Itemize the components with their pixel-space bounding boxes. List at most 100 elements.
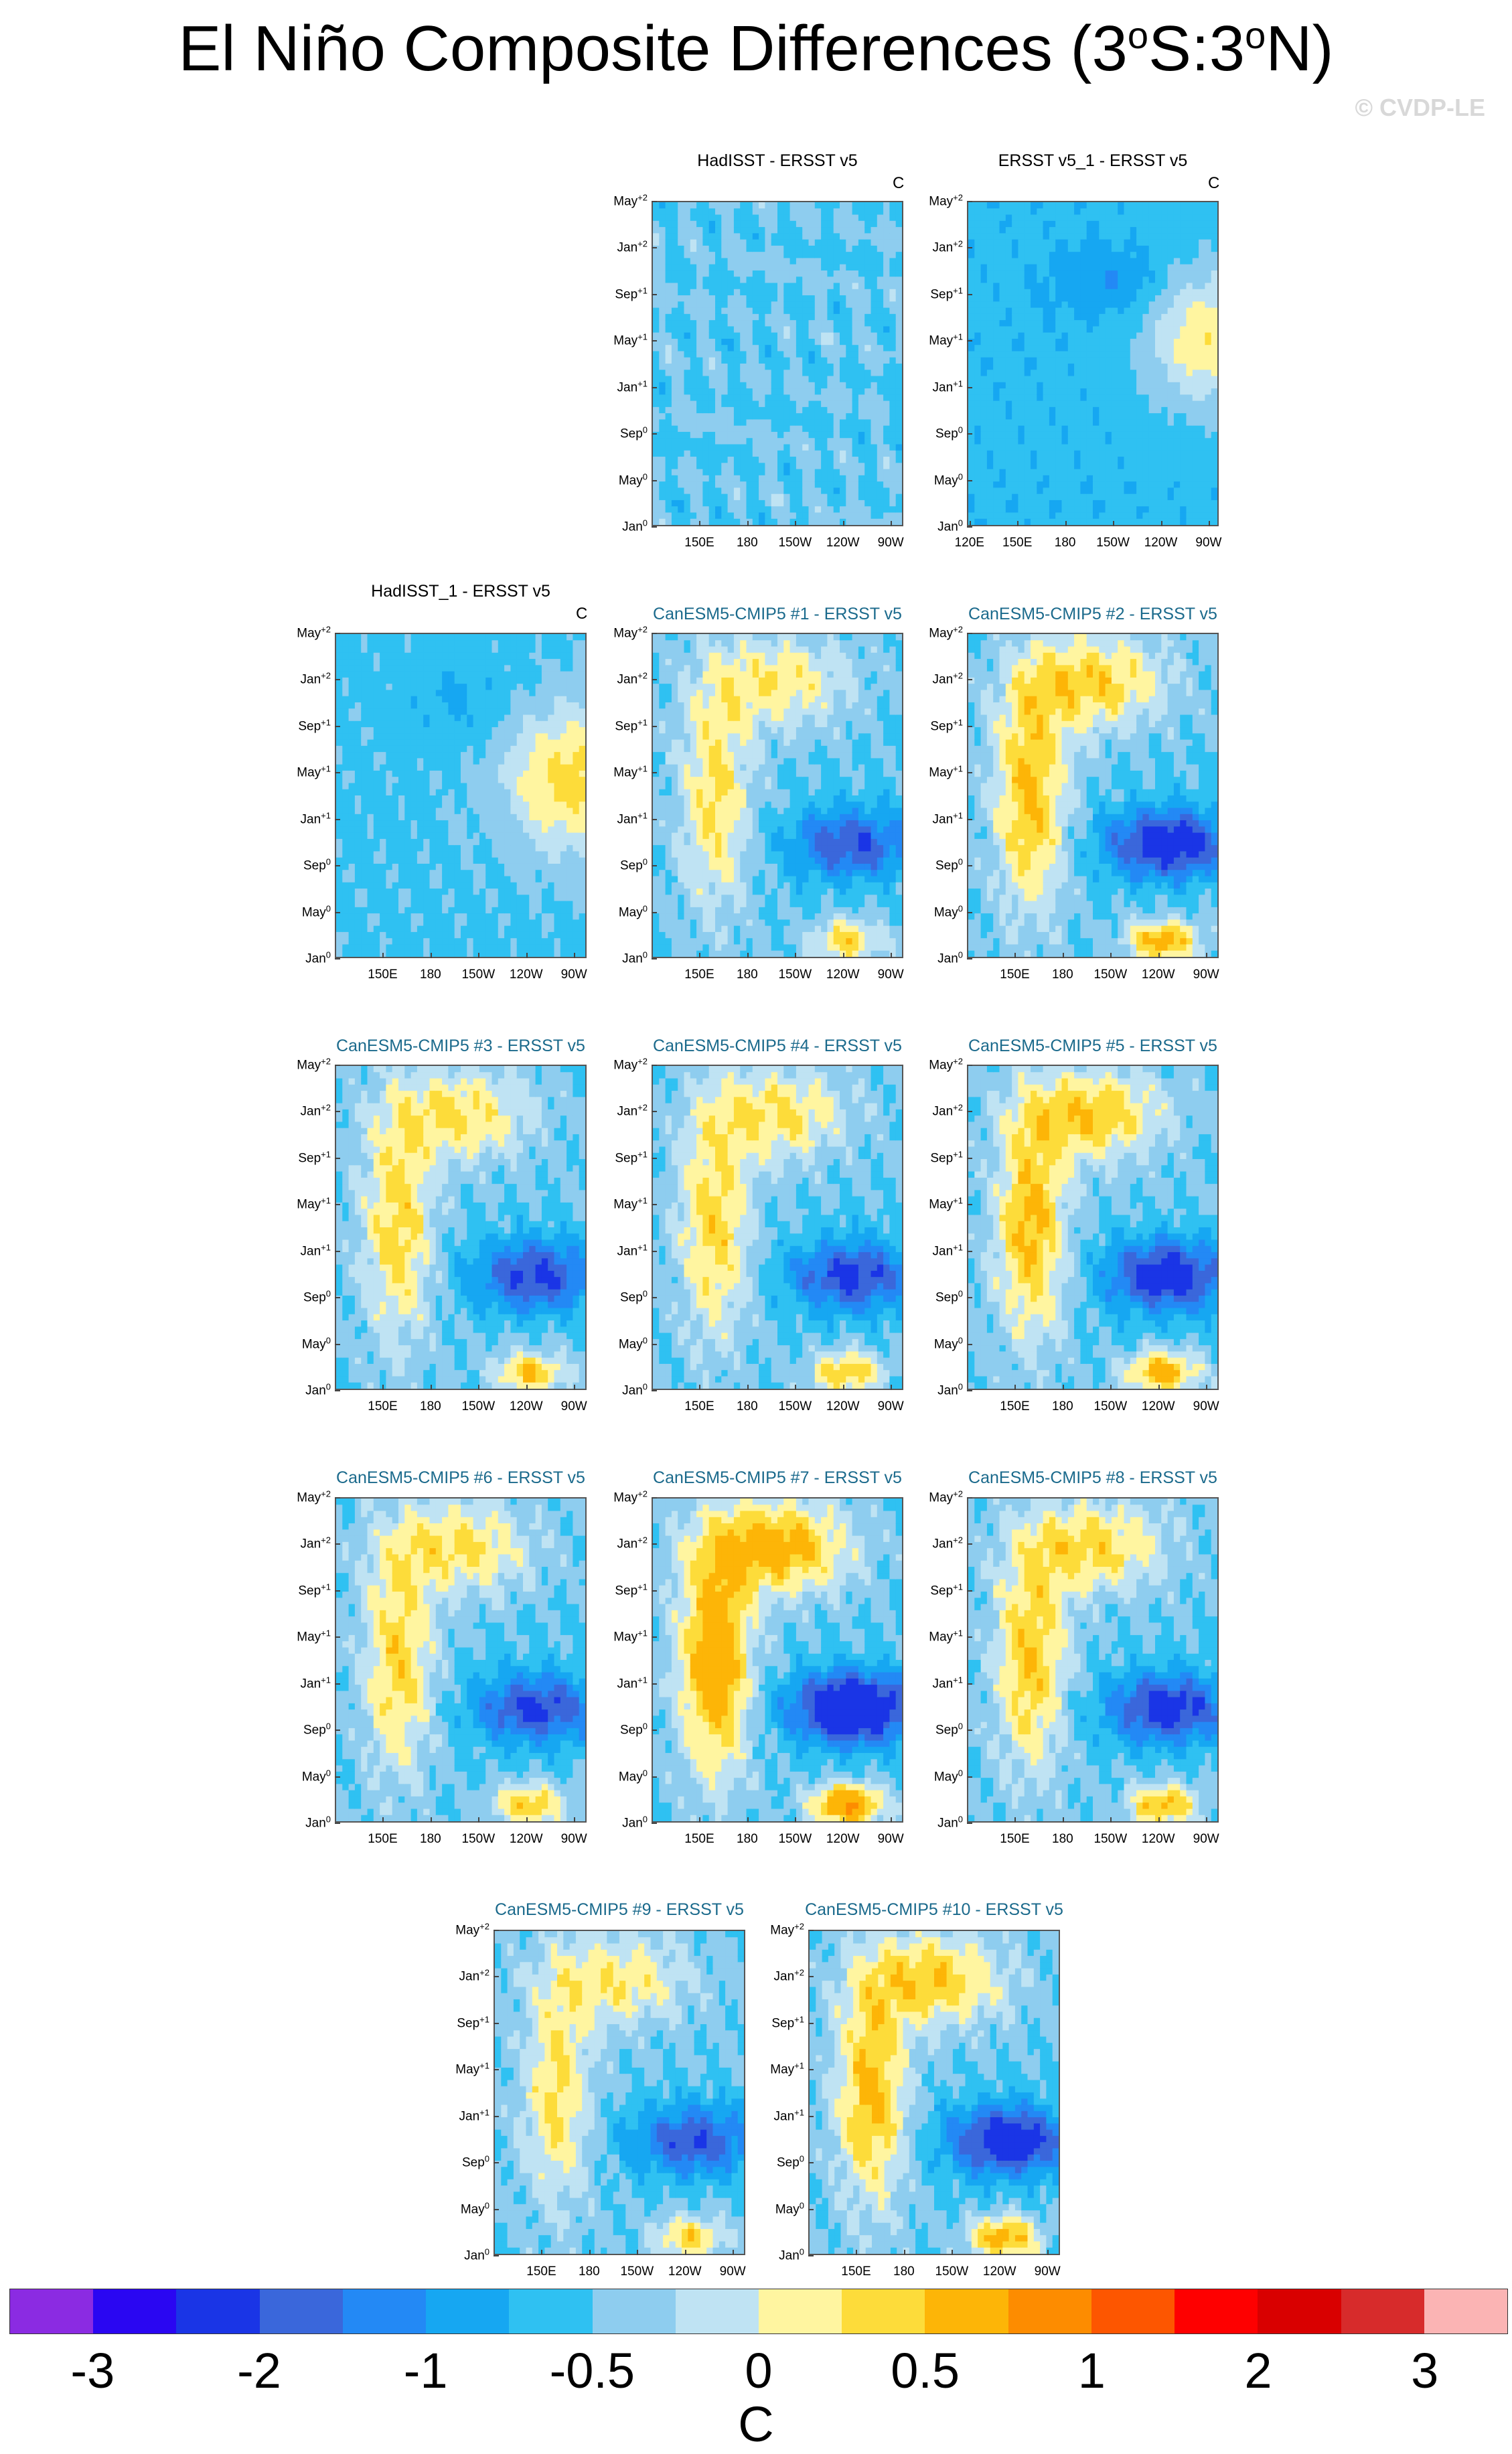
- heatmap-cell: [759, 382, 765, 389]
- heatmap-cell: [733, 277, 741, 284]
- heatmap-cell: [814, 301, 822, 309]
- heatmap-cell: [665, 419, 672, 427]
- heatmap-cell: [1037, 376, 1044, 383]
- heatmap-cell: [1055, 438, 1063, 445]
- heatmap-cell: [1012, 345, 1018, 352]
- heatmap-cell: [883, 493, 890, 501]
- y-tick-mark: [967, 293, 972, 295]
- heatmap-cell: [1148, 214, 1156, 222]
- heatmap-cell: [1024, 481, 1031, 488]
- heatmap-cell: [708, 245, 716, 252]
- heatmap-cell: [1118, 481, 1125, 488]
- heatmap-cell: [671, 438, 678, 445]
- heatmap-cell: [1086, 320, 1093, 327]
- heatmap-cell: [404, 913, 412, 920]
- heatmap-cell: [871, 425, 878, 433]
- heatmap-cell: [1037, 351, 1044, 358]
- heatmap-cell: [1192, 313, 1199, 321]
- heatmap-cell: [367, 870, 374, 877]
- y-tick-mark: [967, 340, 972, 342]
- heatmap-cell: [1130, 220, 1137, 228]
- heatmap-cell: [1043, 202, 1050, 209]
- heatmap-cell: [1192, 252, 1199, 259]
- x-tick-label: 150W: [778, 536, 812, 550]
- heatmap-cell: [1012, 202, 1018, 209]
- heatmap-cell: [423, 665, 431, 672]
- heatmap-cell: [821, 469, 828, 476]
- heatmap-cell: [392, 777, 399, 784]
- heatmap-cell: [814, 450, 822, 457]
- heatmap-cell: [1186, 444, 1193, 451]
- heatmap-cell: [999, 469, 1006, 476]
- heatmap-cell: [653, 370, 660, 377]
- y-tick-mark: [652, 433, 657, 435]
- heatmap-cell: [367, 907, 374, 914]
- heatmap-cell: [846, 444, 853, 451]
- y-tick-label: Sep+1: [930, 285, 963, 302]
- heatmap-cell: [1148, 370, 1156, 377]
- heatmap-cell: [840, 332, 846, 339]
- heatmap-cell: [889, 295, 897, 302]
- heatmap-cell: [1167, 264, 1175, 271]
- heatmap-cell: [1080, 345, 1087, 352]
- heatmap-cell: [802, 295, 810, 302]
- heatmap-cell: [840, 345, 846, 352]
- heatmap-cell: [821, 475, 828, 482]
- heatmap-cell: [999, 431, 1006, 439]
- heatmap-cell: [336, 882, 343, 889]
- heatmap-cell: [1061, 500, 1069, 507]
- heatmap-cell: [1180, 301, 1187, 309]
- heatmap-cell: [361, 764, 368, 771]
- heatmap-cell: [802, 370, 810, 377]
- heatmap-cell: [759, 413, 765, 420]
- heatmap-cell: [1105, 214, 1112, 222]
- heatmap-cell: [696, 400, 703, 408]
- heatmap-cell: [1067, 307, 1075, 315]
- heatmap-cell: [690, 301, 697, 309]
- heatmap-cell: [386, 950, 393, 957]
- heatmap-cell: [808, 338, 816, 346]
- heatmap-cell: [659, 506, 666, 514]
- heatmap-cell: [999, 400, 1006, 408]
- heatmap-cell: [354, 901, 362, 908]
- heatmap-cell: [1167, 345, 1175, 352]
- heatmap-cell: [1080, 463, 1087, 470]
- heatmap-cell: [1024, 425, 1031, 433]
- heatmap-cell: [1031, 400, 1037, 408]
- heatmap-cell: [993, 301, 1000, 309]
- heatmap-cell: [802, 332, 810, 339]
- heatmap-cell: [684, 406, 691, 414]
- heatmap-cell: [1142, 326, 1150, 333]
- heatmap-cell: [392, 708, 399, 716]
- heatmap-cell: [883, 208, 890, 216]
- heatmap-cell: [1031, 264, 1037, 271]
- heatmap-cell: [846, 500, 853, 507]
- heatmap-cell: [690, 400, 697, 408]
- heatmap-cell: [746, 227, 753, 234]
- heatmap-cell: [974, 301, 982, 309]
- heatmap-cell: [1142, 301, 1150, 309]
- heatmap-cell: [392, 938, 399, 945]
- heatmap-cell: [864, 394, 872, 402]
- heatmap-cell: [858, 227, 865, 234]
- heatmap-cell: [1199, 506, 1205, 514]
- heatmap-cell: [684, 493, 691, 501]
- heatmap-cell: [974, 469, 982, 476]
- heatmap-cell: [1080, 351, 1087, 358]
- heatmap-cell: [796, 425, 803, 433]
- heatmap-cell: [765, 457, 772, 463]
- heatmap-cell: [404, 684, 412, 691]
- heatmap-cell: [1024, 431, 1031, 439]
- heatmap-cell: [392, 652, 399, 660]
- heatmap-cell: [423, 758, 431, 765]
- heatmap-cell: [690, 351, 697, 358]
- heatmap-cell: [814, 245, 822, 252]
- heatmap-cell: [361, 826, 368, 834]
- heatmap-cell: [1130, 400, 1137, 408]
- heatmap-cell: [740, 475, 747, 482]
- heatmap-cell: [342, 820, 350, 827]
- heatmap-cell: [354, 820, 362, 827]
- heatmap-cell: [1118, 295, 1125, 302]
- heatmap-cell: [827, 283, 834, 290]
- heatmap-cell: [708, 406, 716, 414]
